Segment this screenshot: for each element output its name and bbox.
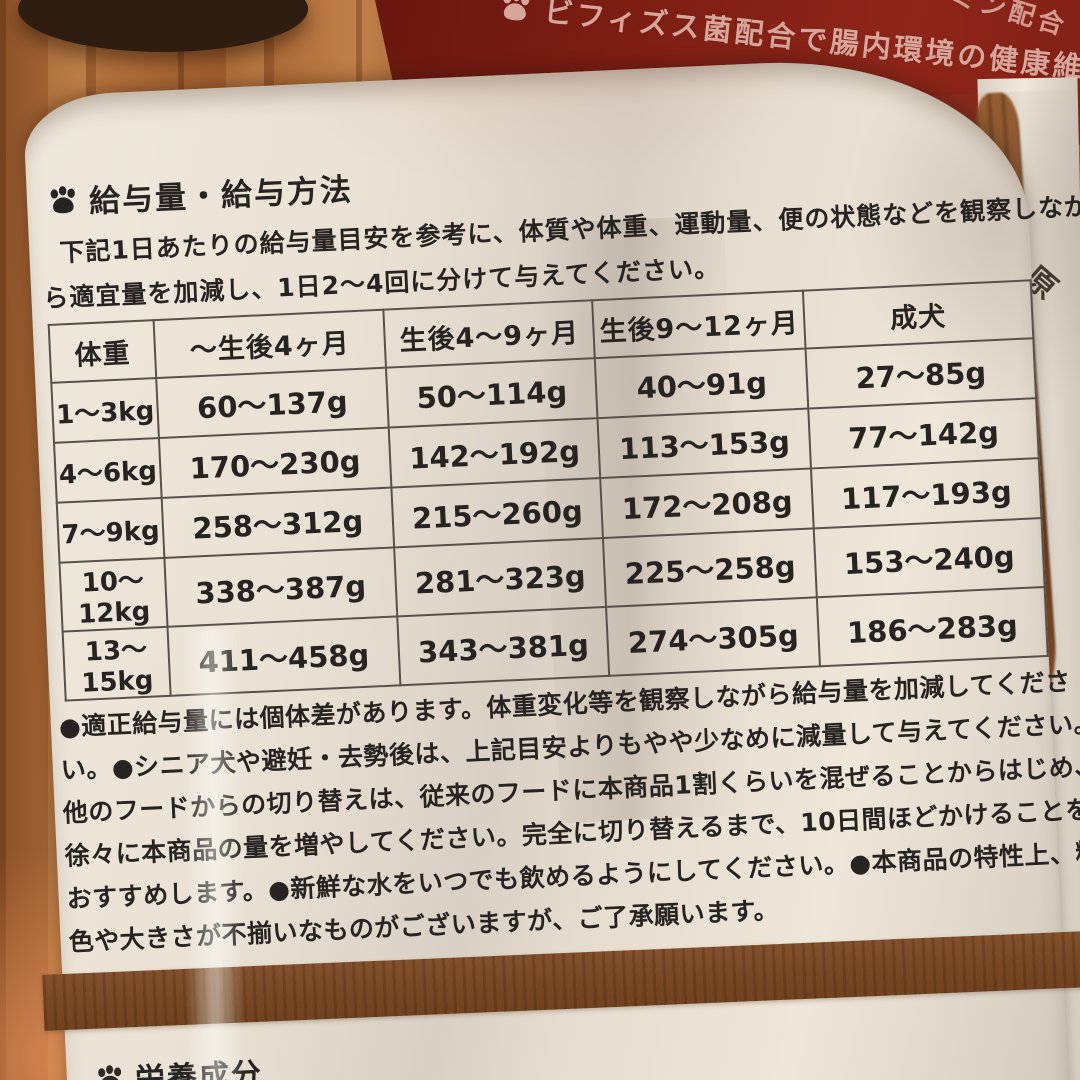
next-section-partial-heading: 栄養成分	[94, 1049, 264, 1080]
amount-cell: 50〜114g	[385, 358, 598, 428]
weight-cell: 4〜6kg	[54, 438, 162, 503]
amount-cell: 142〜192g	[388, 418, 601, 488]
amount-cell: 170〜230g	[158, 427, 392, 498]
column-header: 〜生後4ヶ月	[153, 309, 386, 379]
lighting-pink-cast	[302, 60, 827, 195]
weight-cell: 1〜3kg	[51, 378, 159, 443]
section-title: 給与量・給与方法	[88, 171, 354, 220]
banner-claim: ビフィズス菌配合で腸内環境の健康維持	[497, 0, 1080, 90]
amount-cell: 153〜240g	[813, 518, 1045, 598]
weight-cell: 7〜9kg	[56, 497, 165, 563]
amount-cell: 281〜323g	[393, 537, 607, 617]
column-header: 体重	[48, 320, 157, 383]
amount-cell: 60〜137g	[156, 367, 389, 439]
amount-cell: 225〜258g	[603, 528, 817, 607]
amount-cell: 258〜312g	[161, 487, 394, 558]
amount-cell: 77〜142g	[808, 398, 1039, 469]
weight-cell: 10〜12kg	[59, 557, 168, 632]
weight-cell: 13〜15kg	[62, 626, 171, 701]
amount-cell: 343〜381g	[397, 606, 610, 686]
amount-cell: 274〜305g	[606, 597, 820, 676]
section-title-row: 給与量・給与方法	[46, 164, 354, 223]
amount-cell: 27〜85g	[805, 338, 1037, 409]
amount-cell: 186〜283g	[816, 587, 1048, 667]
paw-icon	[98, 1064, 122, 1080]
column-header: 生後9〜12ヶ月	[592, 290, 806, 359]
amount-cell: 172〜208g	[600, 468, 814, 538]
lighting-glare-streak	[182, 628, 247, 1080]
column-header: 成犬	[802, 280, 1034, 349]
amount-cell: 215〜260g	[391, 478, 604, 548]
paw-icon	[50, 185, 75, 213]
column-header: 生後4〜9ヶ月	[383, 300, 596, 368]
amount-cell: 113〜153g	[597, 408, 811, 479]
kibble-bowl	[18, 0, 308, 52]
paw-icon	[503, 0, 530, 21]
package-back-label: 給与量・給与方法 下記1日あたりの給与量目安を参考に、体質や体重、運動量、便の状…	[22, 51, 1080, 1080]
amount-cell: 338〜387g	[164, 547, 398, 627]
amount-cell: 117〜193g	[810, 458, 1042, 529]
amount-cell: 40〜91g	[595, 348, 809, 419]
